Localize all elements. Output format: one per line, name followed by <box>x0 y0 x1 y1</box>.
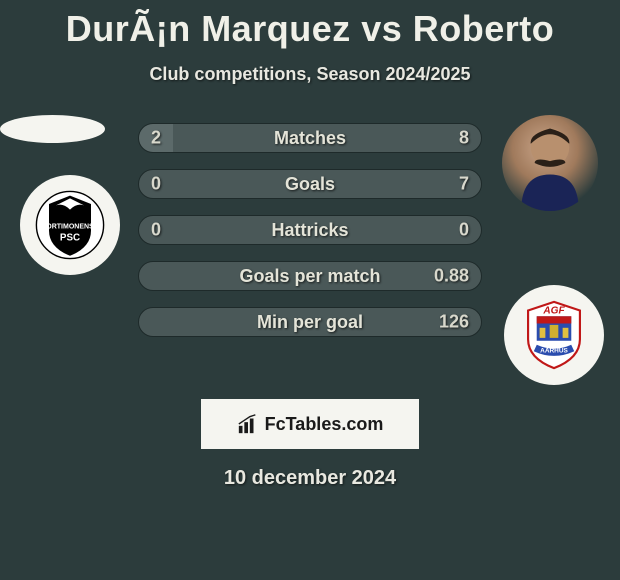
bar-chart-icon <box>237 413 259 435</box>
date-label: 10 december 2024 <box>0 467 620 490</box>
portimonense-badge-icon: PORTIMONENSE PSC <box>35 190 105 260</box>
stat-label: Matches <box>139 128 481 149</box>
logo-text: FcTables.com <box>265 414 384 435</box>
page-title: DurÃ¡n Marquez vs Roberto <box>0 0 620 50</box>
stat-row: Goals per match0.88 <box>138 261 482 291</box>
stat-label: Min per goal <box>139 312 481 333</box>
player1-photo-placeholder <box>0 115 105 143</box>
stat-row: 2Matches8 <box>138 123 482 153</box>
stat-label: Hattricks <box>139 220 481 241</box>
stat-row: 0Goals7 <box>138 169 482 199</box>
comparison-stage: PORTIMONENSE PSC AGF AARHUS 2Matches8 0Go… <box>0 115 620 375</box>
player2-photo <box>502 115 598 211</box>
stat-label: Goals per match <box>139 266 481 287</box>
svg-text:PSC: PSC <box>60 232 80 243</box>
player2-club-badge: AGF AARHUS <box>504 285 604 385</box>
subtitle: Club competitions, Season 2024/2025 <box>0 64 620 85</box>
stat-label: Goals <box>139 174 481 195</box>
stat-bars: 2Matches8 0Goals7 0Hattricks0 Goals per mat… <box>138 123 482 353</box>
svg-text:PORTIMONENSE: PORTIMONENSE <box>42 224 99 231</box>
svg-text:AARHUS: AARHUS <box>540 347 568 354</box>
stat-row: Min per goal126 <box>138 307 482 337</box>
fctables-logo[interactable]: FcTables.com <box>201 399 419 449</box>
agf-aarhus-badge-icon: AGF AARHUS <box>518 299 590 371</box>
stat-row: 0Hattricks0 <box>138 215 482 245</box>
svg-text:AGF: AGF <box>542 305 565 316</box>
player1-club-badge: PORTIMONENSE PSC <box>20 175 120 275</box>
